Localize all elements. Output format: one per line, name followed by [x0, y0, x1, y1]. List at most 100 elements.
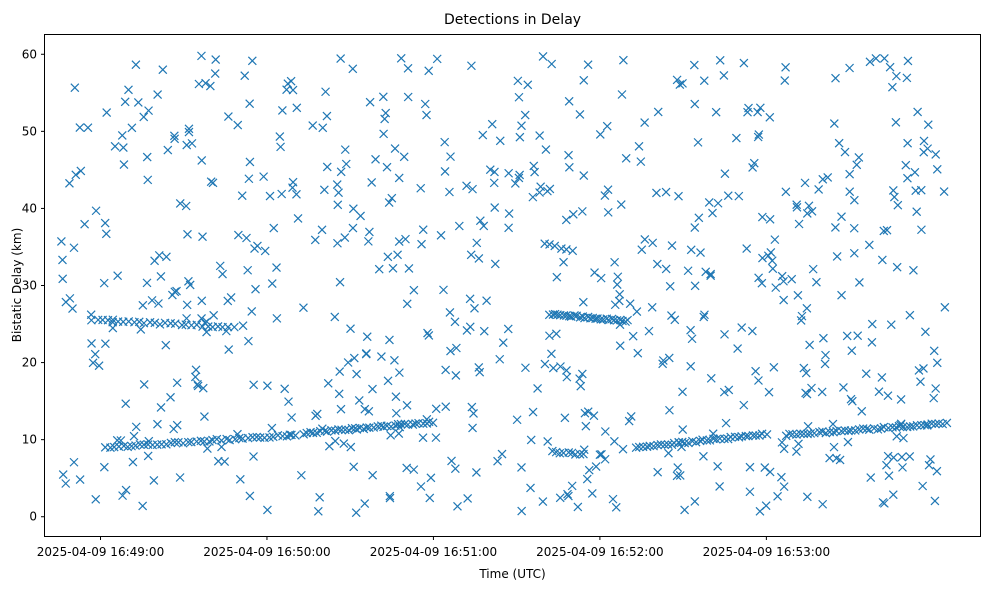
data-point: [275, 132, 285, 141]
data-point: [153, 90, 163, 99]
data-point: [932, 358, 942, 368]
data-point: [852, 160, 862, 170]
data-point: [807, 206, 817, 216]
data-point: [113, 271, 123, 281]
data-point: [914, 365, 924, 375]
data-point: [748, 430, 758, 440]
data-point: [142, 278, 152, 288]
data-point: [931, 149, 941, 159]
data-point: [267, 423, 277, 433]
data-point: [637, 245, 647, 255]
data-point: [352, 369, 362, 379]
data-point: [101, 229, 111, 239]
data-point: [829, 427, 838, 437]
data-point: [847, 396, 857, 406]
data-point: [321, 87, 330, 97]
data-point: [197, 314, 206, 323]
data-point: [155, 319, 165, 329]
data-point: [143, 175, 153, 185]
data-point: [745, 462, 755, 472]
data-point: [934, 419, 944, 428]
data-point: [562, 366, 571, 375]
data-point: [495, 136, 505, 146]
data-point: [319, 185, 329, 195]
data-point: [633, 348, 643, 358]
data-point: [324, 441, 334, 451]
y-tick-label: 40: [22, 201, 37, 215]
data-point: [517, 121, 526, 131]
data-point: [589, 411, 599, 421]
data-point: [877, 373, 887, 382]
data-point: [579, 449, 588, 459]
data-point: [396, 419, 406, 429]
data-point: [550, 309, 560, 319]
data-point: [667, 311, 676, 320]
data-point: [394, 237, 404, 247]
data-point: [211, 55, 221, 64]
data-point: [90, 349, 100, 359]
y-tick-label: 0: [29, 510, 37, 524]
data-point: [332, 180, 342, 189]
data-point: [719, 387, 729, 397]
data-point: [259, 172, 269, 182]
data-point: [138, 501, 148, 511]
data-point: [577, 206, 587, 216]
data-point: [882, 460, 891, 470]
data-point: [672, 471, 682, 481]
data-point: [420, 99, 430, 109]
data-point: [733, 344, 743, 353]
data-point: [150, 256, 160, 266]
data-point: [402, 299, 412, 309]
data-point: [560, 413, 570, 423]
data-point: [849, 195, 859, 205]
data-point: [792, 200, 802, 210]
data-point: [365, 97, 375, 107]
data-point: [715, 55, 725, 65]
data-point: [447, 456, 456, 466]
data-point: [131, 422, 141, 432]
data-point: [634, 141, 644, 151]
data-point: [538, 497, 548, 507]
data-point: [523, 80, 533, 90]
data-point: [272, 313, 282, 323]
data-point: [119, 160, 129, 169]
data-point: [466, 61, 476, 71]
data-point: [515, 132, 525, 142]
data-point: [917, 225, 926, 235]
data-point: [749, 158, 759, 168]
data-point: [105, 443, 115, 453]
data-point: [75, 475, 85, 485]
data-point: [830, 223, 840, 232]
data-point: [468, 423, 477, 433]
data-point: [260, 246, 270, 256]
data-point: [603, 185, 613, 195]
data-point: [269, 223, 279, 233]
data-point: [801, 388, 810, 398]
data-point: [528, 407, 538, 417]
data-point: [791, 447, 801, 457]
data-point: [390, 144, 400, 153]
data-point: [453, 501, 462, 511]
data-point: [648, 238, 658, 248]
data-point: [754, 273, 764, 283]
data-point: [645, 441, 655, 451]
data-point: [719, 71, 729, 80]
data-point: [238, 321, 248, 331]
data-point: [462, 326, 472, 335]
data-point: [769, 362, 779, 372]
data-point: [374, 264, 384, 274]
data-point: [163, 145, 173, 155]
x-tick-label: 2025-04-09 16:49:00: [37, 545, 164, 559]
data-point: [308, 121, 318, 130]
data-point: [624, 416, 634, 426]
data-point: [475, 216, 485, 226]
data-point: [694, 213, 704, 223]
data-point: [385, 335, 394, 345]
data-point: [193, 381, 203, 391]
data-point: [926, 455, 935, 464]
data-point: [611, 502, 621, 512]
data-point: [838, 382, 848, 392]
data-point: [799, 363, 809, 373]
data-point: [335, 367, 345, 376]
data-point: [504, 209, 514, 218]
